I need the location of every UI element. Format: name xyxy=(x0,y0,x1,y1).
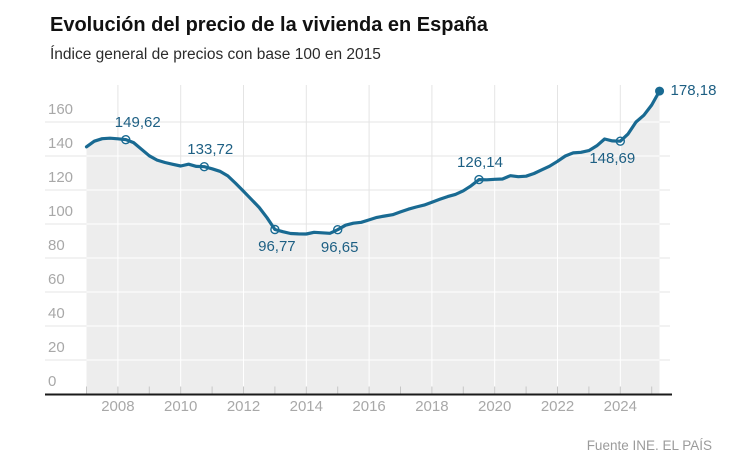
x-axis-label-2012: 2012 xyxy=(226,398,261,415)
x-axis-label-2014: 2014 xyxy=(289,398,323,415)
y-axis-label-80: 80 xyxy=(48,237,65,254)
x-axis-label-2008: 2008 xyxy=(101,398,135,415)
y-axis-label-40: 40 xyxy=(48,305,65,322)
x-axis-label-2022: 2022 xyxy=(540,398,575,415)
data-label-96,77: 96,77 xyxy=(258,238,296,256)
data-label-178,18: 178,18 xyxy=(670,82,717,100)
chart-title: Evolución del precio de la vivienda en E… xyxy=(50,14,488,36)
y-axis-label-20: 20 xyxy=(48,339,65,356)
data-label-149,62: 149,62 xyxy=(114,113,161,131)
chart-subtitle: Índice general de precios con base 100 e… xyxy=(50,46,381,63)
x-axis-label-2020: 2020 xyxy=(478,398,512,415)
y-axis-label-60: 60 xyxy=(48,271,65,288)
x-axis-label-2018: 2018 xyxy=(415,398,449,415)
x-axis-label-2024: 2024 xyxy=(603,398,637,415)
data-label-133,72: 133,72 xyxy=(187,140,234,158)
y-axis-label-120: 120 xyxy=(48,169,74,186)
y-axis-label-160: 160 xyxy=(48,101,74,118)
source-caption: Fuente INE. EL PAÍS xyxy=(586,438,712,453)
y-axis-label-100: 100 xyxy=(48,203,74,220)
data-label-148,69: 148,69 xyxy=(589,150,636,168)
price-line xyxy=(84,89,662,236)
last-data-point-dot xyxy=(655,86,665,96)
price-area xyxy=(86,91,660,394)
data-label-96,65: 96,65 xyxy=(320,238,359,256)
x-axis-label-2010: 2010 xyxy=(164,398,198,415)
data-label-126,14: 126,14 xyxy=(457,153,503,171)
y-axis-label-0: 0 xyxy=(48,373,57,390)
y-axis-label-140: 140 xyxy=(48,135,74,152)
x-axis-label-2016: 2016 xyxy=(352,398,386,415)
